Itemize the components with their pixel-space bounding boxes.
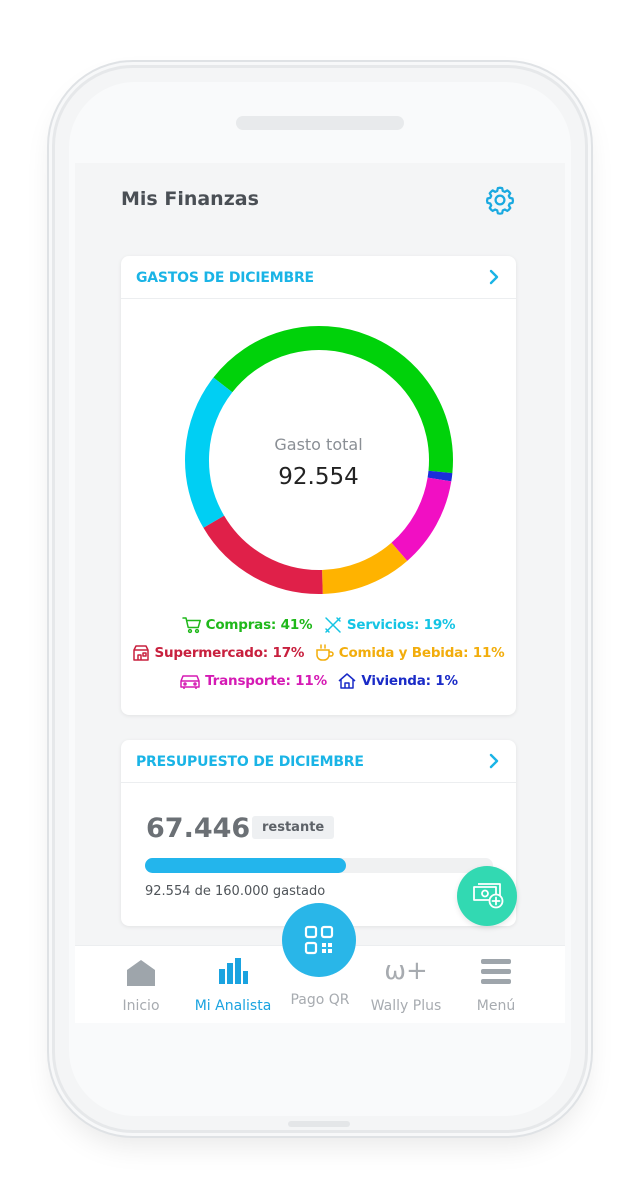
chevron-right-icon[interactable] <box>486 752 502 770</box>
home-icon <box>127 960 155 986</box>
nav-item-inicio[interactable]: Inicio <box>92 946 190 1023</box>
legend-supermercado: Supermercado: 17% <box>132 644 304 662</box>
cart-icon <box>181 617 201 634</box>
phone-home-indicator <box>288 1121 350 1127</box>
tools-icon <box>325 617 341 633</box>
total-label: Gasto total <box>274 435 363 454</box>
legend-comida: Comida y Bebida: 11% <box>315 644 505 662</box>
legend-row-1: Compras: 41% Servicios: 19% <box>121 616 516 638</box>
nav-label-menu: Menú <box>476 998 516 1014</box>
nav-item-pago-qr[interactable]: Pago QR <box>271 946 369 1023</box>
expenses-card-header[interactable]: GASTOS DE DICIEMBRE <box>121 256 516 299</box>
legend-row-3: Transporte: 11% Vivienda: 1% <box>121 672 516 694</box>
expenses-card[interactable]: GASTOS DE DICIEMBRE Gasto total 92.554 C… <box>121 256 516 715</box>
legend-transporte: Transporte: 11% <box>179 672 327 690</box>
wally-plus-icon: ω+ <box>384 956 428 986</box>
budget-remaining-badge: restante <box>252 816 335 839</box>
menu-icon <box>481 959 511 984</box>
gear-icon[interactable] <box>484 184 516 216</box>
budget-card-header[interactable]: PRESUPUESTO DE DICIEMBRE <box>121 740 516 783</box>
donut-segment-servicios <box>185 377 233 528</box>
budget-card[interactable]: PRESUPUESTO DE DICIEMBRE 67.446 restante… <box>121 740 516 926</box>
nav-item-wally-plus[interactable]: ω+ Wally Plus <box>357 946 455 1023</box>
legend-servicios-label: Servicios: 19% <box>346 617 456 633</box>
house-icon <box>338 673 356 689</box>
nav-item-mi-analista[interactable]: Mi Analista <box>184 946 282 1023</box>
legend-row-2: Supermercado: 17% Comida y Bebida: 11% <box>121 644 516 666</box>
page-title: Mis Finanzas <box>121 188 259 210</box>
donut-segment-supermercado <box>203 515 323 594</box>
donut-segment-vivienda <box>427 470 453 482</box>
donut-segment-comida-y-bebida <box>321 542 408 594</box>
budget-progress-track <box>145 858 493 873</box>
phone-speaker <box>236 116 404 130</box>
qr-code-icon <box>304 925 334 955</box>
nav-label-pago-qr: Pago QR <box>290 992 350 1008</box>
expenses-donut-chart <box>185 326 453 594</box>
store-icon <box>133 645 150 661</box>
legend-servicios: Servicios: 19% <box>323 616 456 634</box>
nav-label-wally-plus: Wally Plus <box>370 998 442 1014</box>
legend-supermercado-label: Supermercado: 17% <box>154 645 305 661</box>
budget-remaining-value: 67.446 <box>146 813 251 844</box>
chevron-right-icon[interactable] <box>486 268 502 286</box>
money-add-icon <box>473 883 504 909</box>
nav-label-mi-analista: Mi Analista <box>194 998 272 1014</box>
app-screen: Mis Finanzas GASTOS DE DICIEMBRE Gasto t… <box>75 163 565 1023</box>
nav-label-inicio: Inicio <box>122 998 160 1014</box>
add-money-button[interactable] <box>457 866 517 926</box>
budget-card-title: PRESUPUESTO DE DICIEMBRE <box>136 754 364 770</box>
donut-segment-transporte <box>391 477 452 561</box>
car-icon <box>180 675 200 689</box>
nav-item-menu[interactable]: Menú <box>447 946 545 1023</box>
legend-comida-label: Comida y Bebida: 11% <box>338 645 505 661</box>
legend-vivienda-label: Vivienda: 1% <box>361 673 458 689</box>
legend-compras-label: Compras: 41% <box>205 617 313 633</box>
cup-icon <box>315 644 334 661</box>
budget-progress-fill <box>145 858 347 873</box>
expenses-card-title: GASTOS DE DICIEMBRE <box>136 270 314 286</box>
pago-qr-button[interactable] <box>282 903 356 977</box>
legend-compras: Compras: 41% <box>181 616 313 634</box>
total-value: 92.554 <box>278 464 359 490</box>
legend-vivienda: Vivienda: 1% <box>337 672 458 690</box>
budget-caption: 92.554 de 160.000 gastado <box>145 884 326 899</box>
donut-segment-compras <box>213 326 453 474</box>
bar-chart-icon <box>219 958 248 984</box>
legend-transporte-label: Transporte: 11% <box>205 673 327 689</box>
